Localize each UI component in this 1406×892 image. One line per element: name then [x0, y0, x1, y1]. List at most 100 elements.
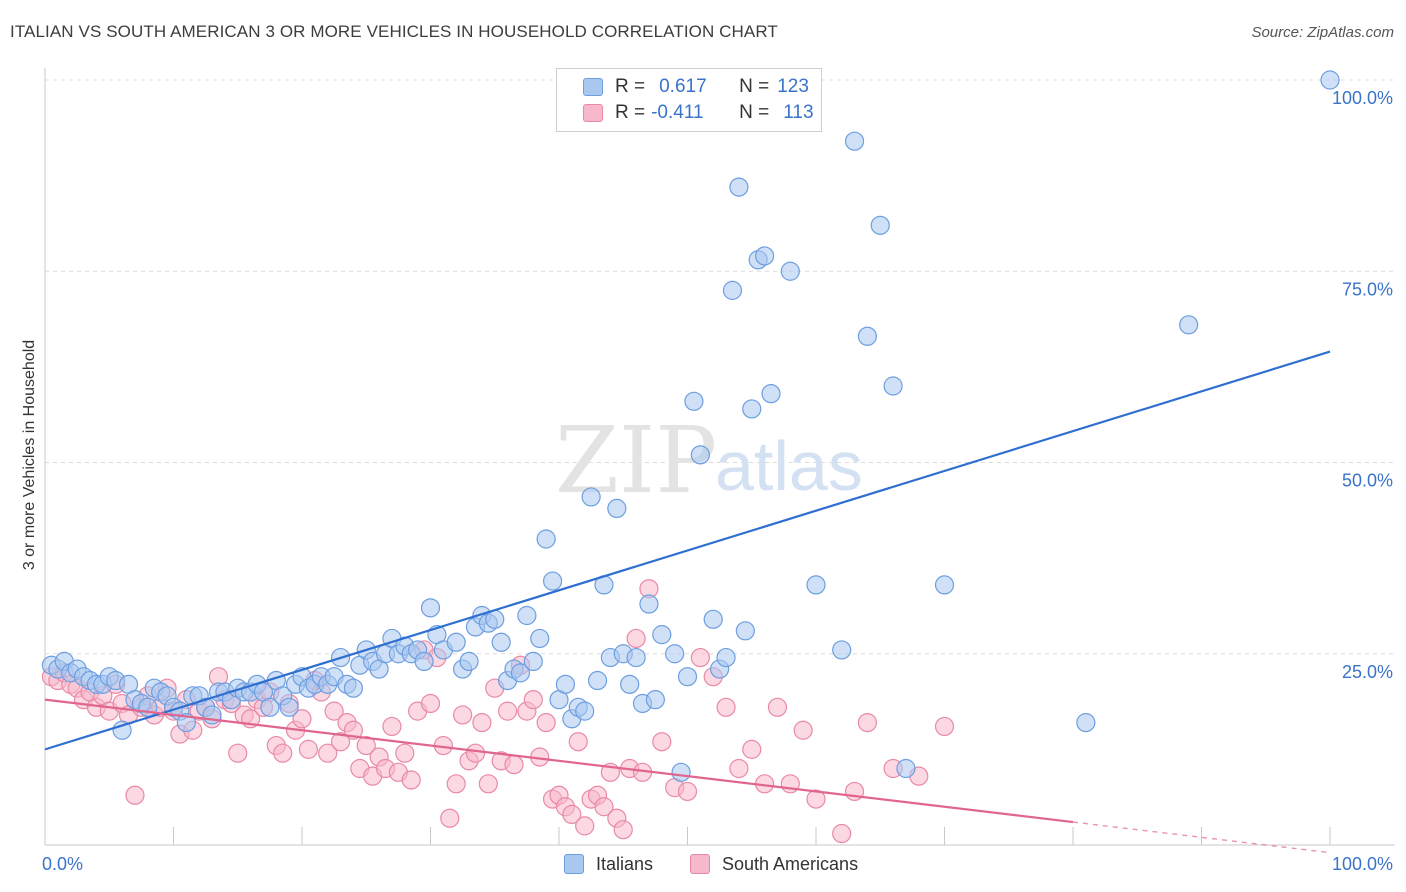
italians-point: [639, 594, 659, 614]
bottom-legend-swatch-italians: [564, 854, 584, 874]
south-americans-point: [652, 732, 672, 752]
south-americans-point: [401, 770, 421, 790]
italians-point: [684, 391, 704, 411]
south-americans-point: [832, 823, 852, 844]
south-americans-point: [228, 743, 248, 763]
legend-swatch-italians: [583, 78, 603, 96]
italians-point: [446, 632, 466, 652]
south-americans-point: [716, 697, 736, 717]
south-americans-point: [677, 781, 698, 802]
south-americans-point: [767, 697, 788, 717]
south-americans-point: [536, 712, 556, 733]
tick-labels: 25.0% 50.0% 75.0% 100.0% 0.0% 100.0%: [42, 88, 1393, 874]
legend-swatch-south-americans: [583, 104, 603, 122]
gridlines: [45, 79, 1395, 655]
italians-point: [536, 529, 556, 549]
south-americans-point: [742, 739, 762, 759]
south-americans-point: [575, 816, 595, 836]
south-americans-point: [125, 785, 145, 805]
south-americans-point: [568, 732, 588, 752]
italians-point: [870, 215, 890, 235]
south-americans-point: [446, 774, 466, 794]
bottom-legend-south-americans: South Americans: [690, 852, 858, 876]
south-americans-point: [857, 712, 878, 733]
south-americans-point: [330, 732, 351, 752]
south-americans-point: [318, 743, 338, 763]
south-americans-point: [626, 628, 646, 649]
x-tick-label: 0.0%: [42, 854, 83, 874]
south-americans-point: [292, 709, 312, 729]
y-tick-label: 75.0%: [1342, 279, 1393, 299]
italians-point: [780, 261, 800, 281]
italians-point: [832, 640, 852, 660]
italians-point: [645, 690, 665, 710]
italians-point: [620, 674, 640, 694]
south-americans-point: [472, 712, 492, 733]
south-americans-trend-extension: [1072, 821, 1331, 854]
italians-point: [722, 280, 743, 300]
south-americans-point: [793, 720, 813, 740]
italians-point: [742, 399, 762, 419]
bottom-legend-label-south-americans: South Americans: [722, 853, 859, 874]
legend-n-label: N =: [739, 102, 770, 123]
italians-point: [279, 697, 299, 717]
italians-point: [555, 674, 576, 694]
italians-point: [735, 621, 755, 641]
italians-point: [491, 632, 511, 652]
legend-n-value: 123: [777, 76, 809, 97]
legend-r-label: R =: [615, 102, 646, 123]
italians-point: [542, 571, 563, 591]
south-americans-point: [382, 716, 402, 737]
south-americans-point: [729, 758, 749, 779]
legend: R = 0.617 N = 123 R = -0.411 N = 113: [556, 68, 822, 132]
south-americans-point: [613, 820, 633, 840]
italians-point: [1076, 712, 1096, 733]
south-americans-point: [453, 705, 473, 725]
italians-point: [934, 575, 955, 595]
italians-point: [716, 647, 736, 668]
south-americans-trend-line: [44, 698, 1074, 824]
italians-point: [729, 177, 749, 197]
south-americans-point: [478, 774, 498, 794]
bottom-legend-label-italians: Italians: [596, 853, 654, 874]
south-americans-point: [298, 739, 319, 759]
italians-point: [677, 667, 698, 687]
italians-point: [754, 246, 775, 266]
italians-point: [343, 678, 363, 698]
legend-r-value: 0.617: [659, 76, 707, 97]
south-americans-point: [690, 647, 710, 668]
south-americans-point: [465, 743, 486, 763]
italians-point: [844, 131, 865, 151]
italians-point: [510, 663, 531, 683]
south-americans-point: [440, 808, 460, 828]
italians-point: [459, 651, 479, 672]
italians-point: [581, 487, 601, 507]
italians-point: [857, 326, 878, 346]
italians-trend-line: [44, 350, 1331, 751]
italians-point: [1179, 315, 1199, 335]
italians-point: [671, 762, 691, 782]
south-americans-point: [356, 735, 376, 756]
italians-point: [523, 651, 543, 672]
legend-n-value: 113: [783, 102, 814, 123]
y-tick-label: 50.0%: [1342, 471, 1393, 491]
italians-point: [575, 701, 595, 721]
trend-lines: [44, 350, 1331, 854]
south-americans-point: [523, 690, 543, 710]
south-americans-point: [420, 693, 441, 714]
italians-point: [883, 376, 903, 396]
y-tick-label: 100.0%: [1332, 88, 1393, 108]
x-tick-label: 100.0%: [1332, 854, 1393, 874]
axes: [44, 68, 1395, 846]
legend-row-south-americans: R = -0.411 N = 113: [583, 101, 814, 125]
y-tick-label: 25.0%: [1342, 662, 1393, 682]
bottom-legend-italians: Italians: [564, 852, 653, 876]
south-americans-point: [806, 789, 826, 809]
italians-point: [414, 651, 434, 672]
italians-point: [761, 384, 781, 404]
south-americans-point: [273, 743, 293, 763]
italians-point: [703, 609, 723, 629]
legend-r-label: R =: [615, 76, 646, 97]
source-label: Source: ZipAtlas.com: [1251, 24, 1394, 41]
